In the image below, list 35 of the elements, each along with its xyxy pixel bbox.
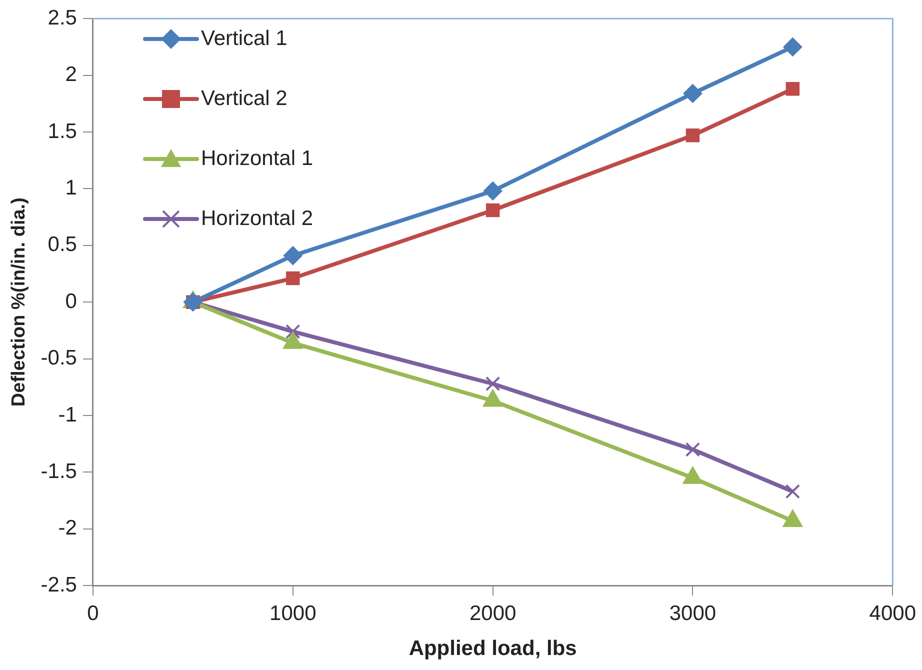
y-tick-label: -0.5 <box>40 346 77 370</box>
y-tick-label: -2 <box>58 516 77 540</box>
point <box>485 376 500 392</box>
x-tick-label: 1000 <box>270 602 316 625</box>
point <box>685 442 700 457</box>
point <box>286 324 300 339</box>
y-tick-label: 2.5 <box>48 6 77 30</box>
y-tick-label: -2.5 <box>40 573 77 596</box>
point <box>783 37 802 56</box>
point <box>785 484 800 499</box>
x-tick-label: 3000 <box>669 602 716 625</box>
x-axis-title: Applied load, lbs <box>408 637 577 660</box>
legend-label: Vertical 1 <box>200 26 288 51</box>
point <box>286 271 300 286</box>
legend-label: Horizontal 1 <box>200 146 314 171</box>
y-axis-title: Deflection %(in/in. dia.) <box>8 198 30 407</box>
point <box>683 84 702 103</box>
y-tick-label: -1.5 <box>40 460 77 483</box>
legend-label: Vertical 2 <box>200 86 288 111</box>
point <box>483 181 502 200</box>
y-tick-label: 1 <box>65 176 77 200</box>
y-tick-label: 2 <box>65 63 77 86</box>
point <box>486 203 500 218</box>
legend-label: Horizontal 2 <box>200 206 314 231</box>
point <box>686 128 700 142</box>
x-tick-label: 4000 <box>869 602 916 625</box>
y-tick-label: -1 <box>58 403 77 426</box>
point <box>183 292 202 312</box>
x-tick-label: 0 <box>87 602 99 625</box>
y-tick-label: 0.5 <box>48 233 77 256</box>
point <box>283 246 302 266</box>
point <box>786 82 800 96</box>
y-tick-label: 1.5 <box>48 120 77 143</box>
x-tick-label: 2000 <box>469 602 516 625</box>
y-tick-label: 0 <box>65 290 77 313</box>
